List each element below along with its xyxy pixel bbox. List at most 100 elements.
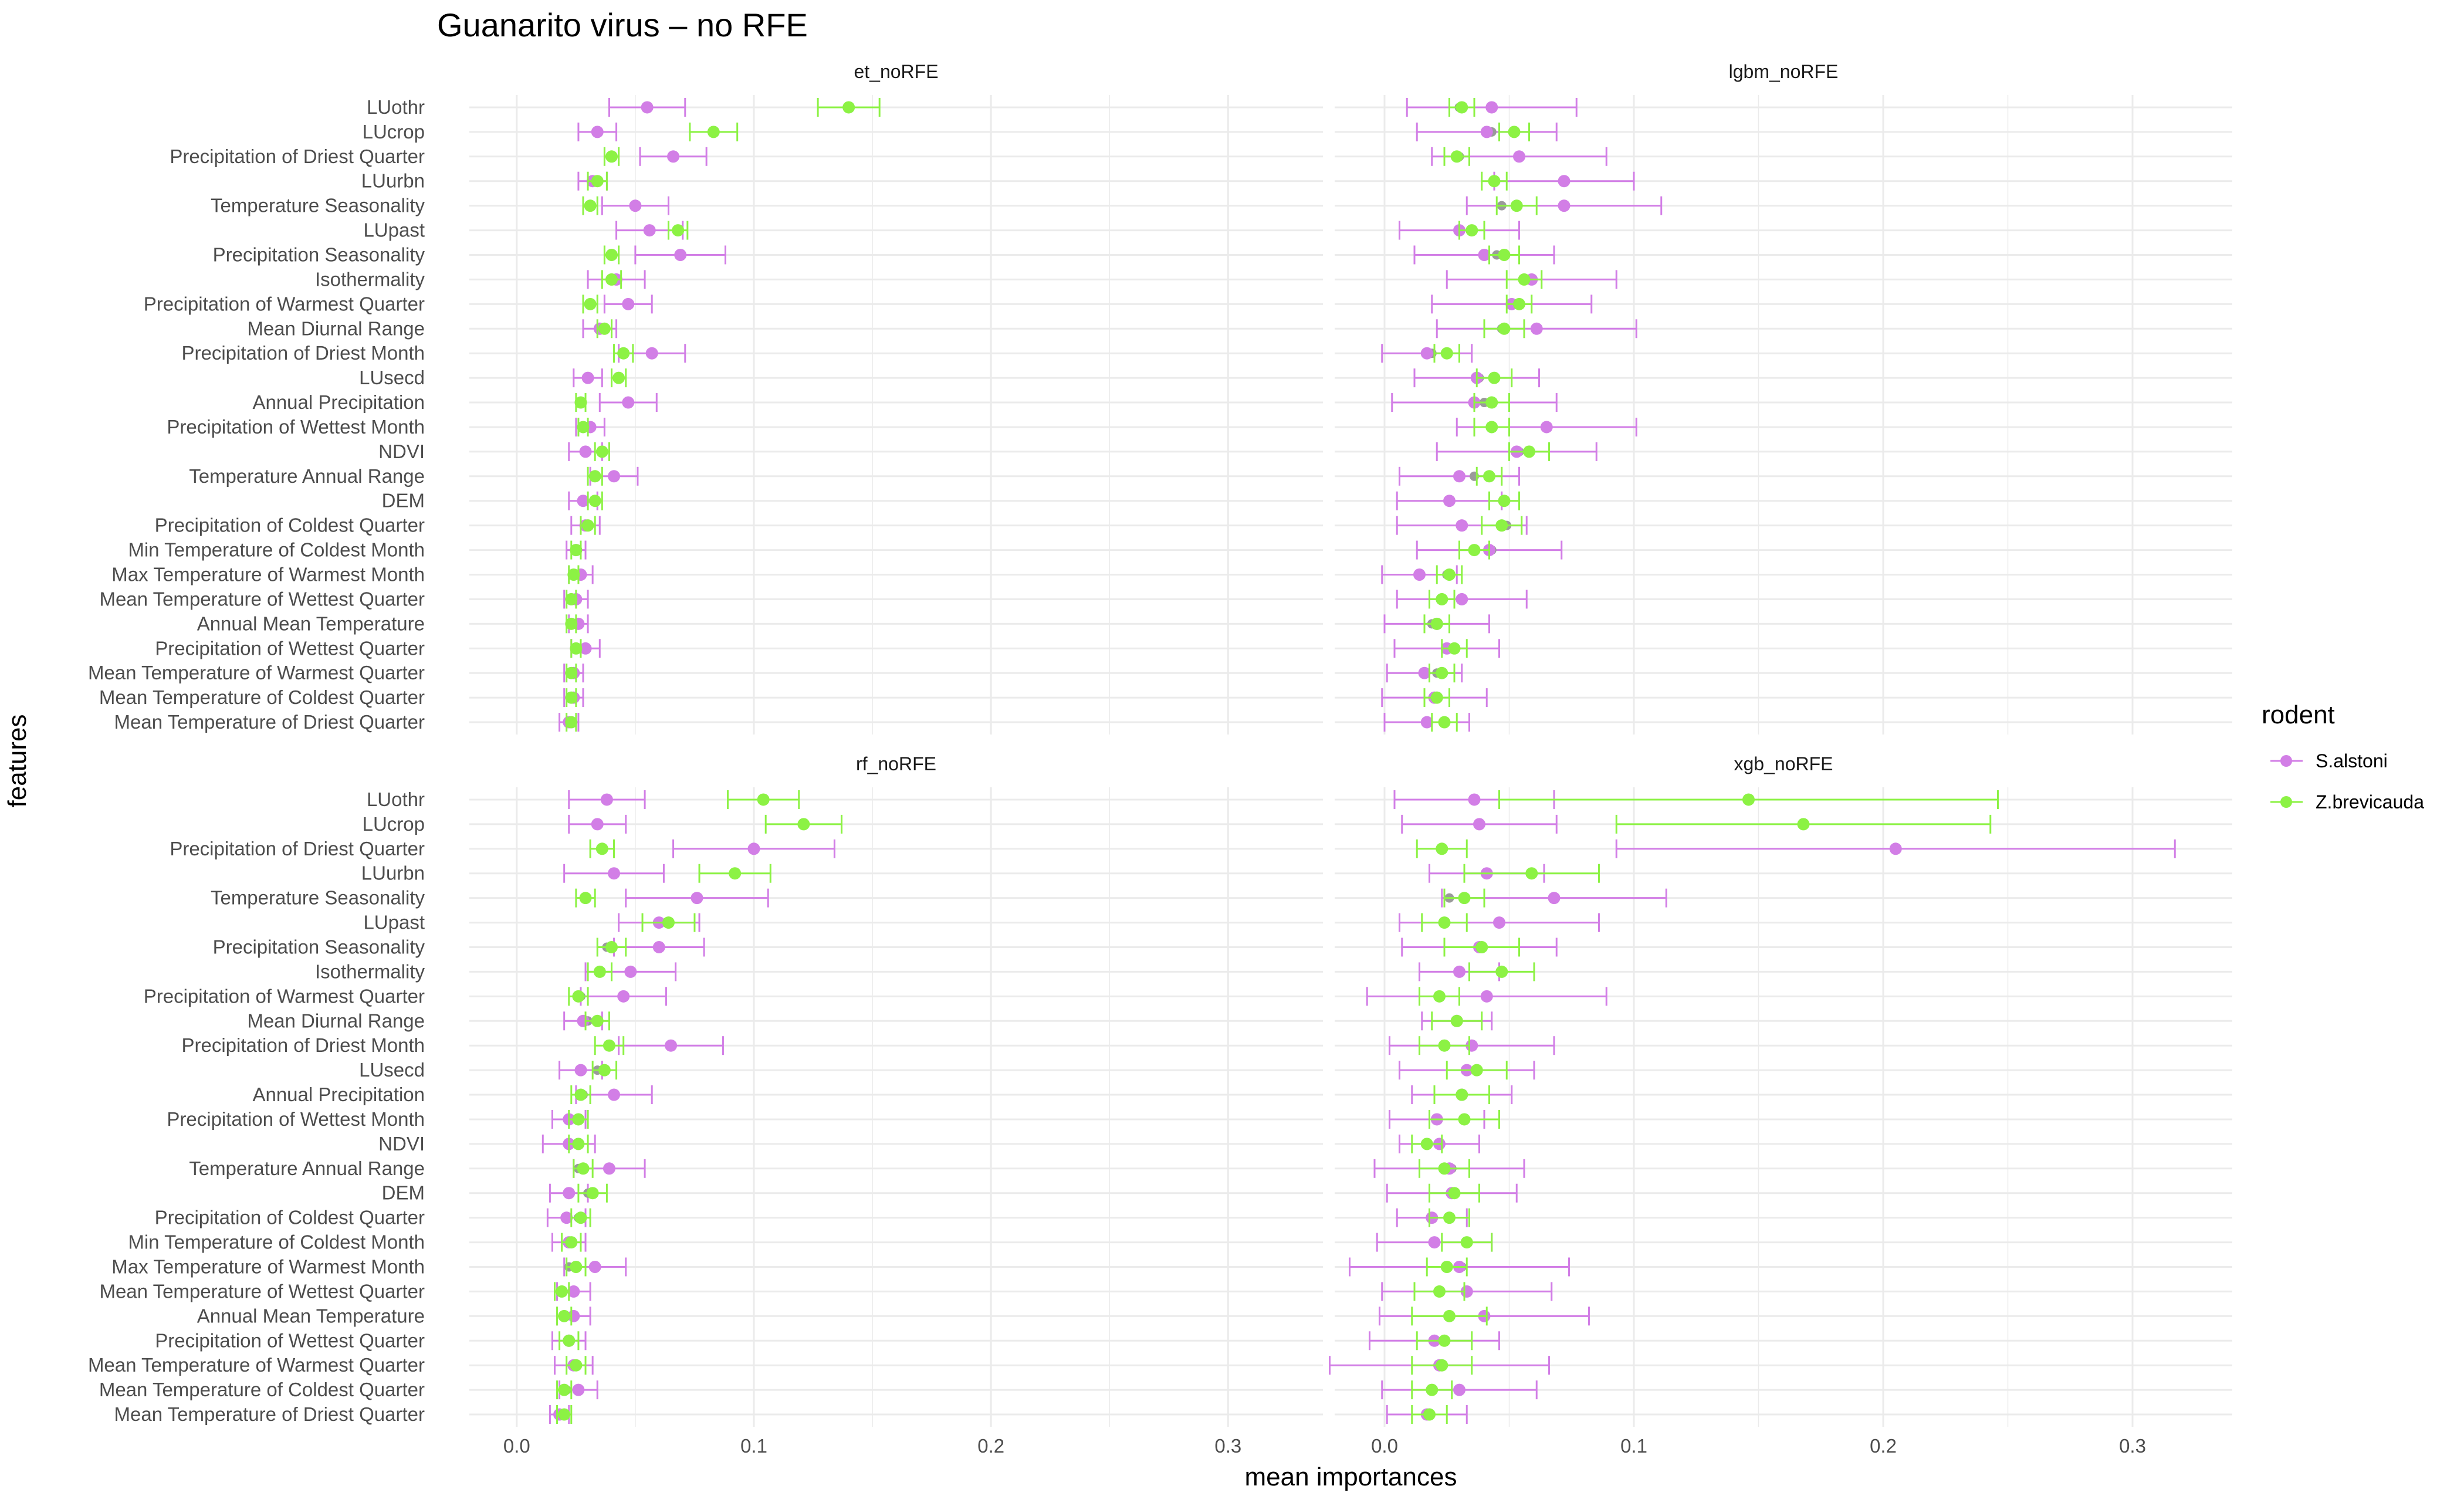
data-point (1420, 347, 1433, 360)
data-point (629, 199, 642, 212)
data-point (1456, 101, 1468, 114)
data-point (1453, 1383, 1465, 1396)
legend-label: S.alstoni (2316, 750, 2388, 771)
data-point (1498, 495, 1511, 507)
facet-strip-label: lgbm_noRFE (1729, 61, 1839, 82)
data-point (1433, 1285, 1446, 1298)
data-point (556, 1285, 568, 1298)
series-S.alstoni (541, 790, 835, 1424)
data-point (624, 965, 637, 978)
data-point (572, 1113, 585, 1126)
y-tick-label: Temperature Seasonality (211, 195, 425, 216)
data-point (570, 642, 583, 655)
y-tick-label: Mean Temperature of Coldest Quarter (99, 686, 425, 708)
chart-title: Guanarito virus – no RFE (437, 6, 808, 43)
data-point (591, 818, 604, 831)
data-point (584, 297, 597, 310)
y-tick-label: Mean Temperature of Driest Quarter (114, 1403, 425, 1425)
y-tick-label: Annual Mean Temperature (197, 612, 425, 634)
x-tick-label: 0.0 (1371, 1435, 1398, 1457)
data-point (593, 965, 606, 978)
y-tick-label: LUothr (367, 788, 425, 810)
data-point (565, 691, 578, 704)
data-point (747, 842, 760, 855)
y-tick-label: Mean Temperature of Warmest Quarter (88, 662, 425, 683)
legend-items: S.alstoni Z.brevicauda (2270, 750, 2424, 813)
data-point (558, 1383, 571, 1396)
data-point (603, 1162, 615, 1175)
data-point (622, 396, 635, 409)
data-point (579, 892, 592, 905)
data-point (567, 1285, 580, 1298)
y-tick-label: Temperature Annual Range (189, 465, 425, 487)
data-point (608, 470, 621, 483)
y-tick-label: LUurbn (361, 170, 425, 192)
y-tick-label: Precipitation Seasonality (213, 244, 425, 266)
y-tick-label: Precipitation of Wettest Quarter (155, 637, 425, 659)
data-point (1440, 347, 1453, 360)
data-point (588, 470, 601, 483)
facet-strip-label: rf_noRFE (856, 753, 936, 774)
data-point (617, 347, 630, 360)
data-point (1493, 916, 1505, 929)
y-tick-label: NDVI (378, 1133, 425, 1155)
y-tick-label: Temperature Annual Range (189, 1157, 425, 1179)
data-point (560, 1211, 573, 1224)
y-tick-label: LUothr (367, 96, 425, 118)
data-point (1495, 965, 1508, 978)
series-S.alstoni (559, 97, 726, 732)
data-point (1483, 470, 1495, 483)
data-point (1540, 421, 1553, 434)
data-point (842, 101, 855, 114)
data-point (563, 1187, 576, 1200)
data-point (591, 1014, 604, 1027)
y-tick-label: Annual Precipitation (252, 391, 425, 413)
data-point (1453, 965, 1465, 978)
data-point (1510, 199, 1523, 212)
y-tick-label: DEM (382, 490, 425, 512)
data-point (591, 175, 604, 188)
y-tick-label: Max Temperature of Warmest Month (111, 1256, 425, 1278)
facet-strip-label: xgb_noRFE (1734, 753, 1833, 774)
y-tick-label: LUurbn (361, 862, 425, 884)
data-point (622, 297, 635, 310)
data-point (591, 126, 604, 138)
y-tick-label: DEM (382, 1182, 425, 1204)
data-point (1440, 1261, 1453, 1273)
data-point (1436, 842, 1448, 855)
data-point (1428, 1236, 1441, 1249)
y-tick-label: Precipitation Seasonality (213, 936, 425, 958)
data-point (605, 273, 618, 286)
data-point (617, 990, 630, 1003)
data-point (645, 347, 658, 360)
y-tick-label: Annual Mean Temperature (197, 1305, 425, 1326)
y-tick-label: Precipitation of Driest Quarter (170, 838, 425, 859)
series-Z.brevicauda (565, 97, 881, 732)
data-point (707, 126, 720, 138)
data-point (586, 1187, 599, 1200)
series-Z.brevicauda (1423, 97, 1550, 732)
data-point (1523, 445, 1535, 458)
data-point (1460, 1236, 1473, 1249)
data-point (1456, 519, 1468, 532)
y-tick-label: Precipitation of Coldest Quarter (155, 515, 425, 536)
data-point (667, 150, 680, 163)
data-point (570, 544, 583, 557)
series-Z.brevicauda (554, 790, 843, 1424)
data-point (1530, 322, 1543, 335)
data-point (1473, 818, 1485, 831)
y-tick-label: Precipitation of Driest Month (181, 342, 425, 364)
data-point (598, 1064, 611, 1077)
data-point (691, 892, 703, 905)
y-tick-label: Mean Diurnal Range (247, 317, 425, 339)
data-point (1443, 1309, 1456, 1322)
y-tick-label: LUcrop (363, 121, 425, 143)
y-tick-label: Mean Temperature of Warmest Quarter (88, 1354, 425, 1376)
y-tick-label: Min Temperature of Coldest Month (128, 1231, 425, 1253)
y-tick-label: Mean Diurnal Range (247, 1010, 425, 1031)
data-point (1450, 1014, 1463, 1027)
data-point (1797, 818, 1810, 831)
